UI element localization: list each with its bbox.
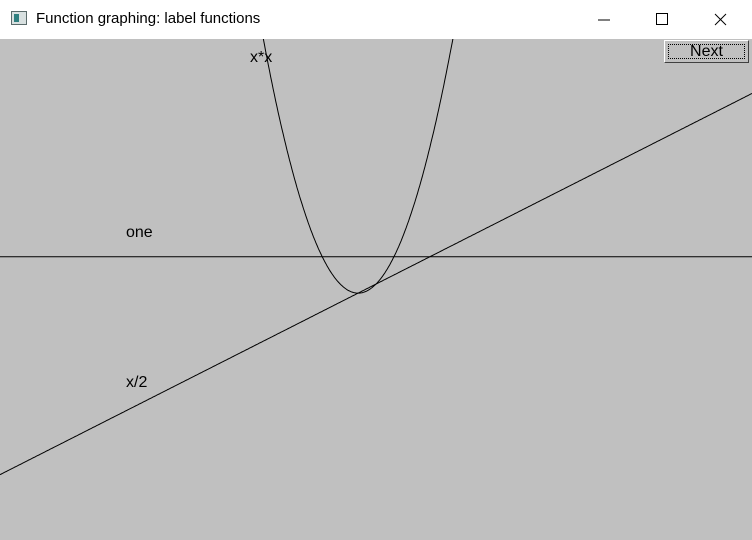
title-bar[interactable]: Function graphing: label functions bbox=[0, 0, 752, 39]
maximize-button[interactable] bbox=[633, 0, 691, 39]
minimize-button[interactable] bbox=[575, 0, 633, 39]
label-half: x/2 bbox=[126, 374, 148, 391]
window-title: Function graphing: label functions bbox=[36, 10, 261, 27]
app-icon bbox=[11, 11, 27, 25]
label-square: x*x bbox=[250, 49, 273, 66]
close-icon bbox=[714, 13, 727, 26]
next-button[interactable]: Next bbox=[664, 40, 749, 63]
minimize-icon bbox=[598, 19, 610, 21]
maximize-icon bbox=[656, 13, 668, 25]
close-button[interactable] bbox=[691, 0, 749, 39]
function-curve-3 bbox=[0, 93, 752, 476]
label-one: one bbox=[126, 224, 153, 241]
graph-canvas bbox=[0, 39, 752, 476]
